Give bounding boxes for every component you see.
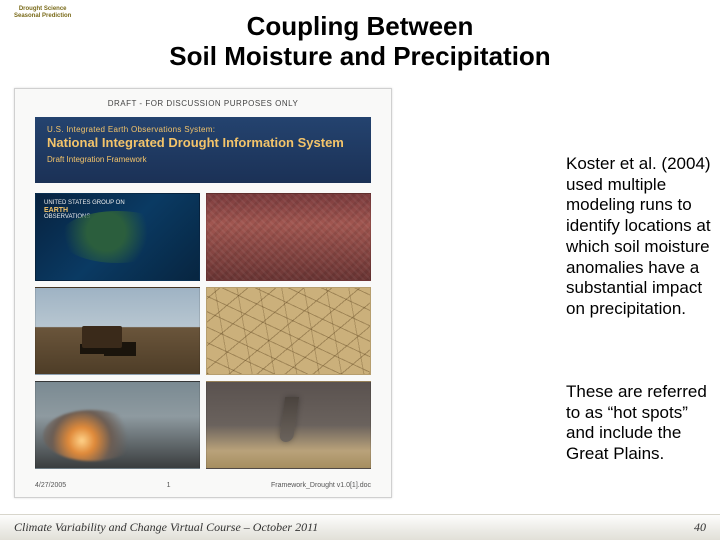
tile-tractor-field — [35, 287, 200, 375]
earth-tile-label: UNITED STATES GROUP ON EARTH OBSERVATION… — [44, 200, 125, 221]
title-line-2: Soil Moisture and Precipitation — [0, 42, 720, 72]
body-paragraph-2: These are referred to as “hot spots” and… — [566, 382, 716, 465]
doc-header-overline: U.S. Integrated Earth Observations Syste… — [47, 125, 359, 134]
earth-label-l2: EARTH — [44, 207, 68, 214]
earth-label-l3: OBSERVATIONS — [44, 214, 90, 220]
embedded-document-figure: DRAFT - FOR DISCUSSION PURPOSES ONLY U.S… — [14, 88, 392, 498]
doc-image-grid: UNITED STATES GROUP ON EARTH OBSERVATION… — [35, 193, 371, 469]
tile-earth-observations: UNITED STATES GROUP ON EARTH OBSERVATION… — [35, 193, 200, 281]
footer-page-number: 40 — [694, 520, 706, 535]
slide-footer-bar: Climate Variability and Change Virtual C… — [0, 514, 720, 540]
doc-header-subtitle: Draft Integration Framework — [47, 155, 359, 164]
doc-footer-filename: Framework_Drought v1.0[1].doc — [271, 482, 371, 489]
tile-wildfire-smoke — [35, 381, 200, 469]
tile-cracked-soil — [206, 287, 371, 375]
doc-draft-line: DRAFT - FOR DISCUSSION PURPOSES ONLY — [15, 99, 391, 108]
earth-label-l1: UNITED STATES GROUP ON — [44, 200, 125, 206]
doc-cover-header: U.S. Integrated Earth Observations Syste… — [35, 117, 371, 183]
doc-footer-date: 4/27/2005 — [35, 482, 66, 489]
title-line-1: Coupling Between — [0, 12, 720, 42]
tile-tornado — [206, 381, 371, 469]
footer-course-text: Climate Variability and Change Virtual C… — [14, 520, 318, 535]
slide-title: Coupling Between Soil Moisture and Preci… — [0, 12, 720, 72]
body-paragraph-1: Koster et al. (2004) used multiple model… — [566, 154, 716, 320]
doc-header-title: National Integrated Drought Information … — [47, 136, 359, 151]
tile-satellite-urban — [206, 193, 371, 281]
doc-page-footer: 4/27/2005 1 Framework_Drought v1.0[1].do… — [35, 482, 371, 489]
doc-footer-page: 1 — [167, 482, 171, 489]
